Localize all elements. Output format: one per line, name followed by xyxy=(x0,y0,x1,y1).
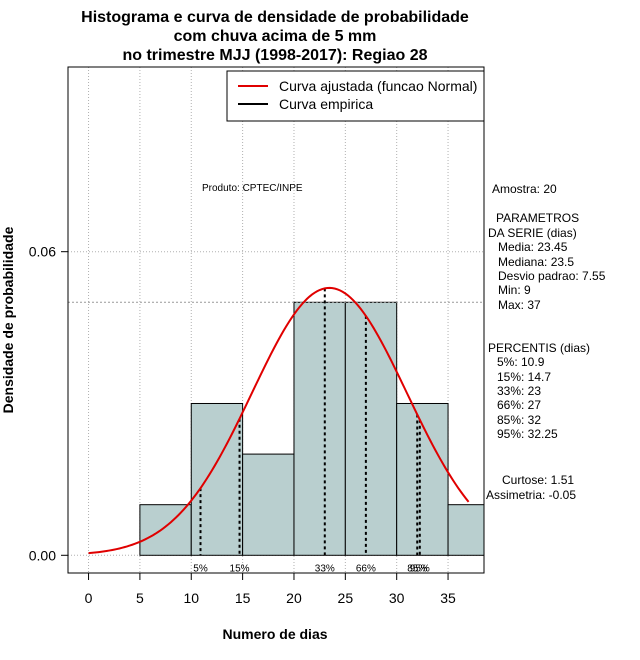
produto-label: Produto: CPTEC/INPE xyxy=(202,183,303,194)
histogram-bars xyxy=(139,301,485,556)
amostra-text: Amostra: 20 xyxy=(492,182,557,196)
percentis-header: PERCENTIS (dias) xyxy=(488,341,590,355)
normal-curve xyxy=(88,286,470,555)
percentil-15: 15%: 14.7 xyxy=(497,370,551,384)
percentile-label: 66% xyxy=(356,563,376,574)
percentile-label: 5% xyxy=(193,563,208,574)
param-max: Max: 37 xyxy=(498,298,541,312)
chart-title-line-3: no trimestre MJJ (1998-2017): Regiao 28 xyxy=(122,47,427,64)
chart-title-line-1: Histograma e curva de densidade de proba… xyxy=(81,9,469,26)
y-tick-label: 0.00 xyxy=(29,547,56,563)
x-tick-label: 30 xyxy=(389,590,405,606)
x-axis: 0 5 10 15 20 25 30 35 xyxy=(85,573,456,606)
normal-fit-curve xyxy=(88,286,470,555)
assimetria-text: Assimetria: -0.05 xyxy=(486,488,576,502)
stats-panel: Amostra: 20 PARAMETROS DA SERIE (dias) M… xyxy=(486,182,606,502)
legend-box xyxy=(226,70,485,122)
x-tick-label: 0 xyxy=(85,590,93,606)
percentil-33: 33%: 23 xyxy=(497,384,541,398)
histogram-bar xyxy=(139,504,192,556)
x-tick-label: 10 xyxy=(183,590,199,606)
histogram-bar xyxy=(242,453,295,556)
y-tick-label: 0.06 xyxy=(29,244,56,260)
y-axis-label: Densidade de probabilidade xyxy=(0,226,16,413)
percentile-label: 33% xyxy=(315,563,335,574)
x-tick-label: 5 xyxy=(136,590,144,606)
param-media: Media: 23.45 xyxy=(498,240,568,254)
percentil-66: 66%: 27 xyxy=(497,398,541,412)
params-header-2: DA SERIE (dias) xyxy=(488,226,577,240)
percentile-label: 95% xyxy=(410,563,430,574)
curtose-text: Curtose: 1.51 xyxy=(502,473,574,487)
x-axis-label: Numero de dias xyxy=(222,626,327,642)
percentile-label: 85% xyxy=(407,563,427,574)
y-axis: 0.00 0.06 xyxy=(29,244,68,563)
chart-title-line-2: com chuva acima de 5 mm xyxy=(174,28,377,45)
histogram-bar xyxy=(447,504,485,556)
param-min: Min: 9 xyxy=(498,283,531,297)
x-tick-label: 25 xyxy=(338,590,354,606)
percentile-lines: 5% 15% 33% 66% 85%95% xyxy=(193,288,430,574)
histogram-bar xyxy=(293,301,346,556)
percentil-85: 85%: 32 xyxy=(497,413,541,427)
plot-frame xyxy=(67,66,485,574)
legend-label-empirical: Curva empirica xyxy=(279,96,373,112)
param-mediana: Mediana: 23.5 xyxy=(498,255,574,269)
percentil-95: 95%: 32.25 xyxy=(497,427,558,441)
x-tick-label: 20 xyxy=(286,590,302,606)
histogram-bar xyxy=(344,301,398,556)
param-desvio: Desvio padrao: 7.55 xyxy=(498,269,606,283)
legend-label-fit: Curva ajustada (funcao Normal) xyxy=(279,78,477,94)
params-header-1: PARAMETROS xyxy=(496,211,579,225)
legend: Curva ajustada (funcao Normal) Curva emp… xyxy=(226,70,485,122)
x-tick-label: 15 xyxy=(235,590,251,606)
x-tick-label: 35 xyxy=(440,590,456,606)
percentile-label: 15% xyxy=(230,563,250,574)
histogram-bar xyxy=(396,402,449,556)
percentil-5: 5%: 10.9 xyxy=(497,355,545,369)
